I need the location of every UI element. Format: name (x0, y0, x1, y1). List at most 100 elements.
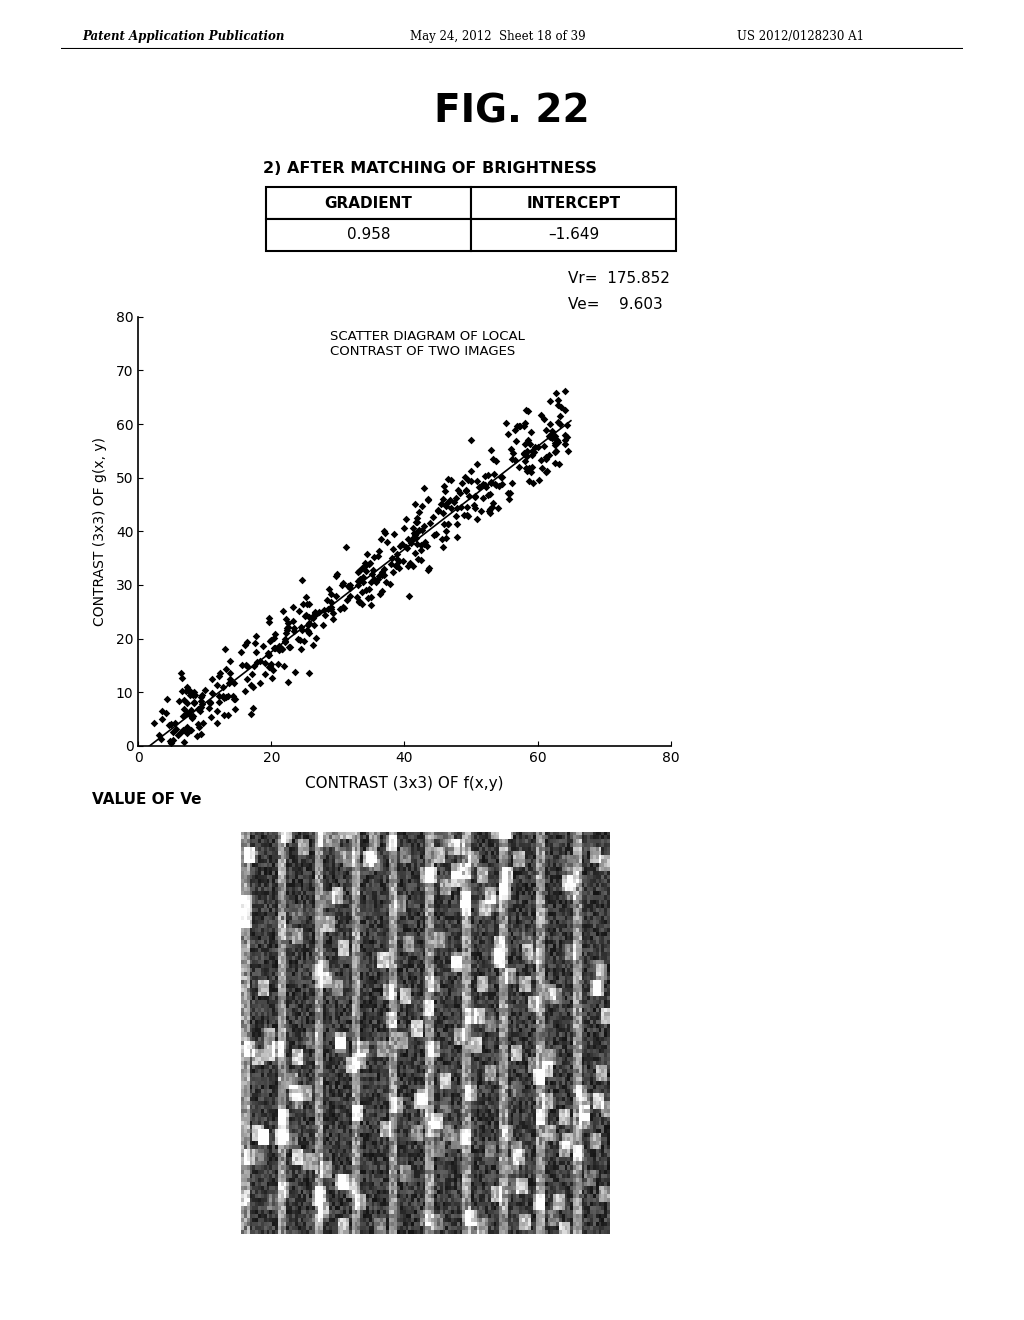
Point (517, 399, 534, 420)
Point (176, 689, 193, 710)
Point (548, 441, 564, 462)
Point (189, 714, 206, 735)
Point (154, 701, 170, 722)
Point (442, 498, 459, 519)
Point (371, 565, 387, 586)
Point (249, 651, 265, 672)
Point (362, 572, 379, 593)
Point (376, 521, 392, 543)
Point (257, 664, 273, 685)
Point (520, 459, 537, 480)
Point (341, 586, 357, 607)
Point (286, 618, 302, 639)
Point (276, 630, 293, 651)
Point (542, 425, 558, 446)
Point (360, 553, 377, 574)
Point (504, 449, 520, 470)
Point (457, 467, 473, 488)
Point (366, 546, 382, 568)
Point (280, 616, 296, 638)
Point (299, 615, 315, 636)
Text: Ve=    9.603: Ve= 9.603 (568, 297, 664, 312)
Point (463, 430, 479, 451)
Point (275, 601, 292, 622)
Point (252, 672, 268, 693)
Point (163, 713, 179, 734)
Point (278, 622, 294, 643)
Point (173, 722, 189, 743)
Point (532, 405, 549, 426)
Point (218, 659, 234, 680)
Point (524, 473, 541, 494)
Point (181, 681, 198, 702)
Point (299, 619, 315, 640)
Point (509, 416, 525, 437)
Point (379, 531, 395, 552)
Point (161, 714, 177, 735)
Point (237, 680, 253, 701)
Point (550, 389, 566, 411)
Point (245, 677, 261, 698)
Point (425, 507, 441, 528)
Point (267, 623, 284, 644)
Point (280, 672, 296, 693)
Point (188, 726, 205, 747)
Point (193, 723, 209, 744)
Point (261, 644, 278, 665)
Point (466, 495, 482, 516)
Point (476, 474, 493, 495)
Point (519, 459, 536, 480)
Point (190, 715, 207, 737)
Point (401, 585, 418, 606)
Point (181, 704, 198, 725)
Point (193, 690, 209, 711)
Point (385, 561, 401, 582)
Point (539, 446, 555, 467)
Point (522, 433, 539, 454)
Point (544, 421, 560, 442)
Point (172, 661, 188, 682)
Point (557, 433, 573, 454)
Point (523, 461, 540, 482)
Point (414, 520, 430, 541)
Point (357, 554, 374, 576)
Point (511, 457, 527, 478)
Point (435, 537, 452, 558)
Point (438, 527, 455, 548)
Point (467, 487, 483, 508)
Point (401, 553, 418, 574)
Point (186, 692, 203, 713)
Point (322, 578, 338, 599)
Point (537, 408, 553, 429)
Point (294, 569, 310, 590)
Point (411, 548, 427, 569)
Point (212, 663, 228, 684)
Point (488, 475, 505, 496)
Point (178, 702, 195, 723)
Point (361, 552, 378, 573)
Point (238, 635, 254, 656)
Point (324, 583, 340, 605)
Point (285, 597, 301, 618)
Point (243, 704, 259, 725)
Point (170, 725, 186, 746)
Point (350, 562, 367, 583)
Point (278, 628, 294, 649)
Point (360, 578, 377, 599)
Point (185, 692, 202, 713)
Point (328, 586, 344, 607)
Point (467, 498, 483, 519)
Point (280, 612, 296, 634)
Point (336, 597, 352, 618)
Point (409, 533, 425, 554)
Point (450, 527, 466, 548)
Point (315, 599, 332, 620)
Point (547, 433, 563, 454)
Point (453, 496, 469, 517)
Point (477, 466, 494, 487)
Point (547, 434, 563, 455)
Point (305, 634, 322, 655)
Point (433, 494, 450, 515)
Point (430, 500, 446, 521)
Point (413, 535, 429, 556)
